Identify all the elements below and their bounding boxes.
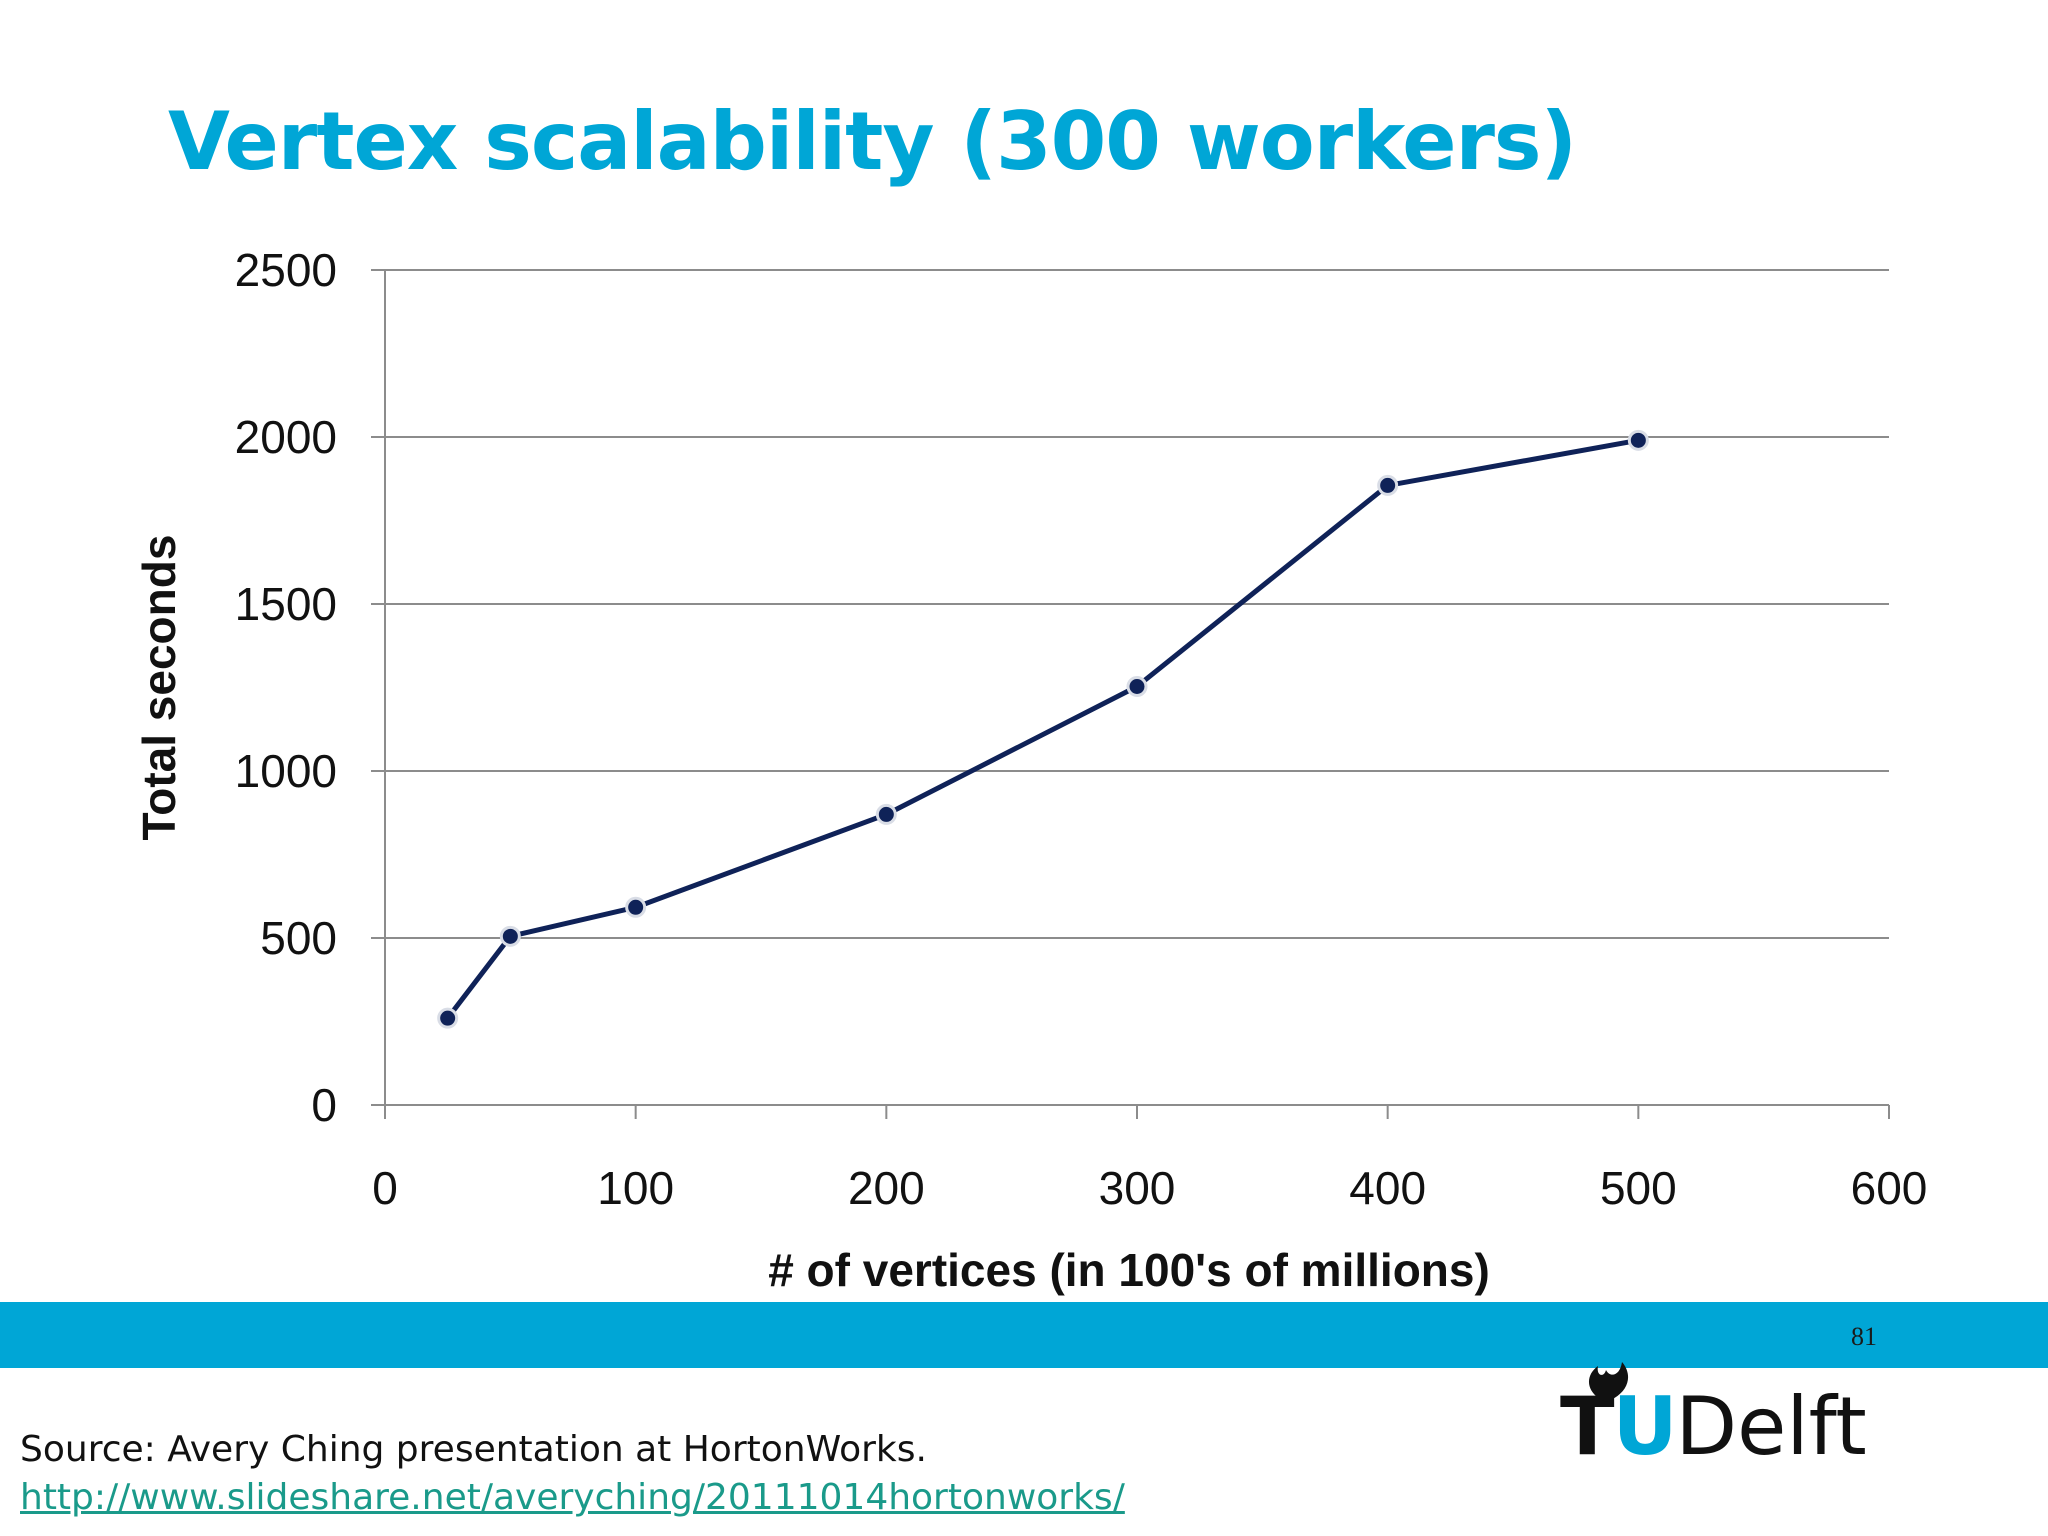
source-text: Source: Avery Ching presentation at Hort… (20, 1429, 927, 1470)
x-tick-label: 200 (848, 1162, 925, 1214)
y-tick-label: 0 (311, 1079, 337, 1131)
data-point (437, 1007, 459, 1029)
data-point (625, 896, 647, 918)
data-point (875, 803, 897, 825)
x-tick-label: 0 (372, 1162, 398, 1214)
slide-title: Vertex scalability (300 workers) (168, 95, 1577, 188)
series-line (445, 437, 1639, 1020)
source-citation: Source: Avery Ching presentation at Hort… (20, 1426, 1125, 1522)
data-point (1126, 675, 1148, 697)
y-axis-title: Total seconds (133, 535, 185, 841)
y-tick-label: 2000 (235, 411, 337, 463)
x-tick-label: 100 (597, 1162, 674, 1214)
y-tick-label: 500 (260, 912, 337, 964)
footer-bar: 81 (0, 1302, 2048, 1368)
y-tick-label: 2500 (235, 244, 337, 296)
data-point (1377, 474, 1399, 496)
source-link[interactable]: http://www.slideshare.net/averyching/201… (20, 1477, 1125, 1518)
axes (371, 269, 1890, 1119)
x-tick-label: 300 (1099, 1162, 1176, 1214)
x-tick-label: 600 (1851, 1162, 1928, 1214)
logo-delft: Delft (1675, 1380, 1867, 1473)
tudelft-logo: TUDelft (1560, 1362, 1867, 1473)
x-tick-label: 500 (1600, 1162, 1677, 1214)
x-axis-title: # of vertices (in 100's of millions) (768, 1244, 1490, 1296)
page-number: 81 (1851, 1322, 1877, 1351)
y-tick-label: 1500 (235, 578, 337, 630)
y-tick-label: 1000 (235, 745, 337, 797)
flame-icon (1588, 1362, 1629, 1402)
gridlines (385, 269, 1889, 939)
data-point (499, 925, 521, 947)
series (437, 429, 1649, 1029)
logo-tu: TU (1560, 1380, 1678, 1473)
data-point (1627, 429, 1649, 451)
x-tick-labels: 0 100 200 300 400 500 600 (372, 1162, 1927, 1214)
y-tick-labels: 0 500 1000 1500 2000 2500 (235, 244, 337, 1131)
line-chart: 0 500 1000 1500 2000 2500 0 100 200 300 400 500 600… (133, 244, 1927, 1296)
x-tick-label: 400 (1349, 1162, 1426, 1214)
